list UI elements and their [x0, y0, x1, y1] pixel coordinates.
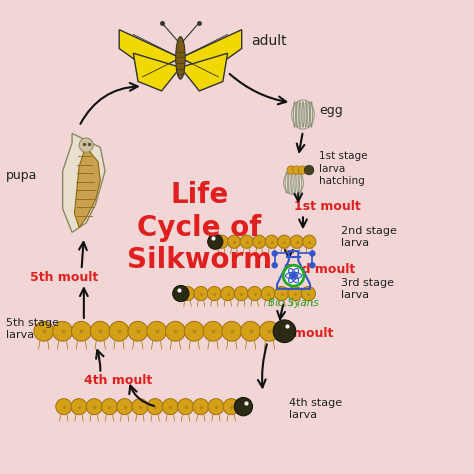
Circle shape	[208, 234, 223, 249]
Polygon shape	[63, 133, 105, 232]
Text: 5th stage
larva: 5th stage larva	[6, 318, 59, 340]
Circle shape	[272, 263, 277, 268]
Circle shape	[117, 399, 133, 415]
Circle shape	[241, 321, 261, 341]
Circle shape	[222, 321, 242, 341]
Circle shape	[310, 251, 315, 256]
Circle shape	[274, 286, 289, 301]
Polygon shape	[133, 53, 181, 91]
Circle shape	[247, 286, 262, 301]
Text: adult: adult	[251, 35, 287, 48]
Circle shape	[207, 286, 221, 301]
Circle shape	[260, 321, 279, 341]
Circle shape	[193, 399, 209, 415]
Circle shape	[290, 235, 303, 248]
Circle shape	[162, 399, 178, 415]
Text: 3rd stage
larva: 3rd stage larva	[341, 278, 394, 300]
Text: egg: egg	[319, 104, 343, 117]
Circle shape	[253, 235, 266, 248]
Circle shape	[265, 235, 278, 248]
Text: Bio Syans: Bio Syans	[268, 298, 319, 308]
Text: 2nd stage
larva: 2nd stage larva	[341, 226, 397, 248]
Circle shape	[261, 286, 275, 301]
Circle shape	[292, 166, 301, 174]
Circle shape	[287, 166, 295, 174]
Circle shape	[298, 166, 307, 174]
Ellipse shape	[283, 171, 303, 195]
Circle shape	[147, 321, 166, 341]
Circle shape	[272, 251, 277, 256]
Circle shape	[56, 399, 72, 415]
Text: 2nd moult: 2nd moult	[284, 264, 356, 276]
Circle shape	[223, 399, 239, 415]
Circle shape	[240, 235, 253, 248]
Circle shape	[184, 321, 204, 341]
Text: 4th moult: 4th moult	[84, 374, 152, 387]
Polygon shape	[181, 53, 228, 91]
Circle shape	[178, 399, 193, 415]
Circle shape	[71, 399, 87, 415]
Circle shape	[53, 321, 73, 341]
Circle shape	[91, 321, 110, 341]
Circle shape	[203, 321, 223, 341]
Polygon shape	[181, 30, 242, 72]
Circle shape	[101, 399, 118, 415]
Ellipse shape	[292, 100, 314, 129]
Circle shape	[128, 321, 148, 341]
Circle shape	[304, 165, 314, 175]
Text: 3rd moult: 3rd moult	[265, 327, 334, 340]
Ellipse shape	[176, 36, 185, 79]
Circle shape	[273, 320, 296, 343]
Circle shape	[234, 286, 248, 301]
Circle shape	[208, 399, 224, 415]
Text: Life
Cycle of
Silkworm: Life Cycle of Silkworm	[127, 181, 272, 274]
Circle shape	[228, 235, 241, 248]
Circle shape	[234, 397, 253, 416]
Circle shape	[288, 286, 302, 301]
Circle shape	[109, 321, 129, 341]
Circle shape	[165, 321, 185, 341]
Text: 1st moult: 1st moult	[293, 200, 360, 213]
Circle shape	[301, 286, 316, 301]
Circle shape	[283, 265, 304, 286]
Circle shape	[194, 286, 208, 301]
Polygon shape	[119, 30, 181, 72]
Circle shape	[181, 286, 195, 301]
Text: 4th stage
larva: 4th stage larva	[289, 398, 342, 420]
Circle shape	[72, 321, 91, 341]
Circle shape	[147, 399, 163, 415]
Text: 1st stage
larva
hatching: 1st stage larva hatching	[319, 151, 368, 186]
Text: 5th moult: 5th moult	[30, 271, 98, 283]
Circle shape	[303, 235, 316, 248]
Circle shape	[291, 273, 296, 278]
Circle shape	[215, 235, 228, 248]
Circle shape	[278, 235, 291, 248]
Circle shape	[86, 399, 102, 415]
Polygon shape	[74, 147, 100, 228]
Circle shape	[221, 286, 235, 301]
Text: pupa: pupa	[6, 169, 37, 182]
Circle shape	[34, 321, 54, 341]
Circle shape	[173, 285, 189, 301]
Circle shape	[310, 263, 315, 268]
Circle shape	[132, 399, 148, 415]
Circle shape	[79, 138, 93, 152]
